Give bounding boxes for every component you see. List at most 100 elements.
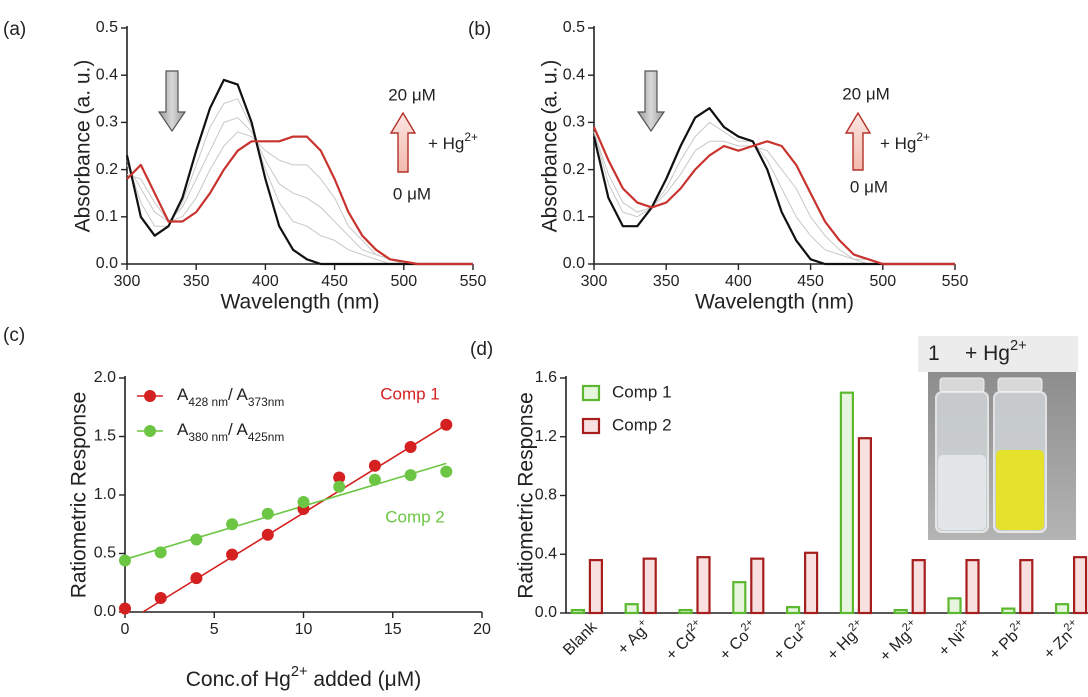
y-tick-label: 1.5 bbox=[94, 428, 116, 445]
annotation: 20 μM bbox=[842, 84, 890, 103]
panel-label: (c) bbox=[3, 325, 25, 346]
y-tick-label: 0.3 bbox=[96, 114, 118, 131]
y-tick-label: 0.5 bbox=[94, 545, 116, 562]
increase-arrow bbox=[389, 111, 417, 173]
legend-swatch bbox=[581, 417, 601, 435]
bar bbox=[696, 556, 711, 615]
superscript: 380 nm bbox=[188, 430, 228, 444]
fit-line bbox=[124, 462, 447, 561]
bar bbox=[857, 437, 873, 615]
x-tick-label: Blank bbox=[560, 618, 601, 659]
x-tick-label: 350 bbox=[183, 273, 210, 290]
superscript: 2+ bbox=[1010, 338, 1027, 354]
bar bbox=[911, 559, 926, 615]
bar bbox=[624, 603, 639, 615]
bar bbox=[570, 608, 586, 615]
text-part: added (μM) bbox=[308, 668, 422, 691]
y-tick-label: 1.0 bbox=[94, 486, 116, 503]
legend-marker bbox=[144, 390, 156, 402]
decrease-arrow bbox=[636, 70, 666, 133]
spectrum-line bbox=[126, 135, 473, 266]
x-tick-label: + Ni2+ bbox=[934, 616, 978, 660]
data-point bbox=[154, 546, 167, 559]
x-tick-label: 450 bbox=[321, 273, 348, 290]
bar bbox=[750, 557, 765, 615]
superscript: 2+ bbox=[291, 664, 308, 680]
y-tick-label: 0.8 bbox=[535, 487, 557, 504]
inset-label: + Hg2+ bbox=[965, 338, 1027, 365]
data-point bbox=[333, 471, 346, 484]
series-label: Comp 2 bbox=[385, 507, 445, 526]
y-tick-label: 0.0 bbox=[96, 255, 118, 272]
text-part: + Hg bbox=[428, 134, 464, 153]
x-tick-label: 20 bbox=[473, 621, 491, 638]
inset-label: 1 bbox=[928, 342, 940, 365]
text-part: A bbox=[177, 420, 189, 439]
data-point bbox=[440, 418, 453, 431]
superscript: 373nm bbox=[248, 395, 284, 409]
x-axis-label: Wavelength (nm) bbox=[220, 291, 379, 314]
panel-label: (d) bbox=[470, 339, 493, 360]
annotation: 0 μM bbox=[850, 177, 888, 196]
text-part: Blank bbox=[560, 618, 601, 659]
data-point bbox=[154, 591, 167, 604]
y-tick-label: 0.1 bbox=[563, 208, 585, 225]
data-point bbox=[119, 602, 131, 615]
x-tick-label: 5 bbox=[210, 621, 219, 638]
x-tick-label: 0 bbox=[121, 621, 130, 638]
data-point bbox=[368, 459, 381, 472]
bar bbox=[588, 559, 604, 615]
vial-yellow bbox=[993, 377, 1047, 533]
text-part: 1 bbox=[928, 342, 940, 365]
x-tick-label: 10 bbox=[295, 621, 313, 638]
superscript: 2+ bbox=[916, 130, 930, 144]
y-axis-label: Absorbance (a. u.) bbox=[539, 60, 562, 233]
increase-arrow bbox=[844, 111, 872, 171]
y-tick-label: 0.0 bbox=[94, 603, 116, 620]
inset-header bbox=[918, 336, 1078, 372]
legend-label: Comp 1 bbox=[612, 382, 672, 401]
x-tick-label: 300 bbox=[581, 273, 608, 290]
x-tick-label: + Pb2+ bbox=[984, 616, 1031, 663]
data-point bbox=[404, 441, 417, 454]
y-tick-label: 0.4 bbox=[535, 545, 557, 562]
x-tick-label: + Ag+ bbox=[613, 616, 655, 658]
bar bbox=[1019, 559, 1034, 615]
bar bbox=[732, 581, 747, 615]
bar bbox=[785, 606, 801, 615]
y-tick-label: 0.5 bbox=[563, 19, 585, 36]
bar bbox=[839, 391, 855, 615]
text-part: + Hg bbox=[880, 134, 916, 153]
legend-swatch bbox=[581, 384, 601, 402]
bar bbox=[1054, 603, 1070, 615]
spectrum-line bbox=[592, 126, 955, 266]
bar bbox=[803, 551, 819, 615]
y-tick-label: 2.0 bbox=[94, 369, 116, 386]
y-tick-label: 0.4 bbox=[96, 66, 118, 83]
bar bbox=[1001, 607, 1016, 615]
text-part: Conc.of Hg bbox=[186, 668, 291, 691]
bar bbox=[678, 608, 693, 615]
x-tick-label: + Hg2+ bbox=[822, 616, 870, 664]
spectrum-line bbox=[125, 78, 473, 266]
x-axis-label: Conc.of Hg2+ added (μM) bbox=[186, 664, 421, 691]
vial-clear bbox=[935, 377, 989, 533]
x-tick-label: + Cu2+ bbox=[768, 616, 816, 664]
x-tick-label: + Zn2+ bbox=[1039, 616, 1085, 662]
superscript: 425nm bbox=[248, 430, 284, 444]
superscript: 428 nm bbox=[188, 395, 228, 409]
legend-marker bbox=[144, 425, 156, 437]
y-tick-label: 0.0 bbox=[535, 604, 557, 621]
data-point bbox=[119, 554, 131, 567]
data-point bbox=[261, 507, 274, 520]
bar bbox=[642, 557, 657, 615]
data-point bbox=[404, 469, 417, 482]
x-axis-label: Wavelength (nm) bbox=[695, 291, 854, 314]
y-tick-label: 0.5 bbox=[96, 19, 118, 36]
y-tick-label: 1.2 bbox=[535, 428, 557, 445]
series-label: Comp 1 bbox=[380, 384, 440, 403]
bar bbox=[1072, 556, 1088, 615]
y-tick-label: 0.4 bbox=[563, 66, 585, 83]
